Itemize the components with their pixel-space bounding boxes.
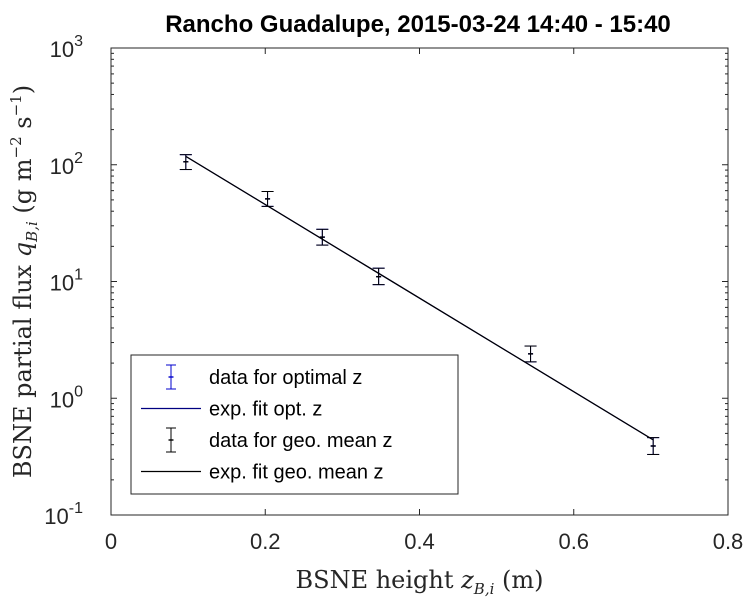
axis-labels: BSNE height zB,i (m)BSNE partial flux qB… xyxy=(7,85,544,598)
data-marks xyxy=(179,154,660,455)
y-tick-base: 10 xyxy=(50,154,74,179)
chart-title: Rancho Guadalupe, 2015-03-24 14:40 - 15:… xyxy=(165,11,671,38)
x-label-unit: (m) xyxy=(494,566,543,594)
y-label-var: q xyxy=(9,242,37,257)
y-label-unit: (g m xyxy=(9,158,37,221)
y-tick-label: 103 xyxy=(50,33,83,62)
fit-line xyxy=(185,155,654,441)
x-axis-label: BSNE height zB,i (m) xyxy=(295,566,543,598)
x-label-var: z xyxy=(460,566,474,594)
y-label-close: ) xyxy=(9,85,37,94)
y-label-exp2: −1 xyxy=(7,94,25,116)
series-3 xyxy=(185,155,654,441)
x-label-text: BSNE height xyxy=(295,566,461,594)
x-tick-label: 0.2 xyxy=(250,529,281,554)
legend-label: exp. fit opt. z xyxy=(209,399,322,421)
series-2 xyxy=(179,154,660,455)
y-tick-label: 102 xyxy=(50,150,83,179)
legend-item: data for geo. mean z xyxy=(166,427,392,453)
legend-box xyxy=(130,354,459,495)
y-tick-exponent: 3 xyxy=(74,33,83,50)
legend-item: exp. fit opt. z xyxy=(141,399,322,421)
legend: data for optimal z exp. fit opt. z data fo… xyxy=(130,354,459,495)
x-tick-label: 0.8 xyxy=(713,529,744,554)
legend-label: data for optimal z xyxy=(209,367,362,389)
y-tick-base: 10 xyxy=(50,37,74,62)
y-axis-label: BSNE partial flux qB,i (g m−2 s−1) xyxy=(7,85,41,478)
x-label-sub: B,i xyxy=(473,580,495,598)
y-tick-label: 100 xyxy=(50,383,83,412)
y-tick-exponent: 0 xyxy=(74,383,83,400)
y-tick-base: 10 xyxy=(44,504,68,529)
y-tick-base: 10 xyxy=(50,387,74,412)
x-tick-label: 0.6 xyxy=(558,529,589,554)
y-label-text: BSNE partial flux xyxy=(9,257,37,478)
legend-item: exp. fit geo. mean z xyxy=(141,462,384,484)
y-label-unit-s: s xyxy=(9,116,37,136)
y-label-exp1: −2 xyxy=(7,136,25,158)
y-tick-label: 10-1 xyxy=(44,500,83,529)
y-tick-exponent: 2 xyxy=(74,150,83,167)
y-tick-exponent: -1 xyxy=(69,500,83,517)
x-tick-label: 0.4 xyxy=(404,529,435,554)
y-tick-exponent: 1 xyxy=(74,267,83,284)
y-label-sub: B,i xyxy=(23,221,41,243)
y-tick-label: 101 xyxy=(50,267,83,296)
y-tick-base: 10 xyxy=(50,271,74,296)
legend-label: exp. fit geo. mean z xyxy=(209,462,384,484)
legend-item: data for optimal z xyxy=(166,364,362,390)
legend-label: data for geo. mean z xyxy=(209,430,392,452)
x-tick-label: 0 xyxy=(105,529,117,554)
